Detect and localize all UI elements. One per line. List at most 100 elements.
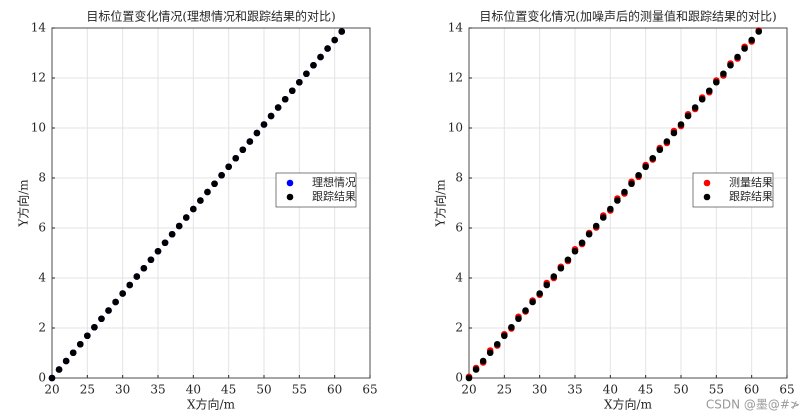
y-axis-label: Y方向/m xyxy=(433,179,448,228)
point xyxy=(670,129,678,137)
y-tick-label: 6 xyxy=(455,221,463,235)
x-axis-label: X方向/m xyxy=(187,397,236,412)
point xyxy=(515,315,522,323)
point xyxy=(48,374,56,382)
x-tick-label: 55 xyxy=(709,383,724,397)
point xyxy=(656,146,664,154)
x-tick-label: 30 xyxy=(115,383,130,397)
x-tick-label: 55 xyxy=(292,383,307,397)
point xyxy=(98,315,105,323)
point xyxy=(493,340,501,348)
point xyxy=(529,298,536,306)
point xyxy=(69,349,77,357)
point xyxy=(324,45,331,52)
x-tick-label: 50 xyxy=(256,383,271,397)
point xyxy=(635,171,642,179)
point xyxy=(182,214,190,221)
chart-title: 目标位置变化情况(加噪声后的测量值和跟踪结果的对比) xyxy=(479,9,776,24)
x-tick-label: 50 xyxy=(673,383,688,397)
legend-label: 跟踪结果 xyxy=(729,189,773,203)
point xyxy=(727,61,734,69)
point xyxy=(260,121,268,128)
point xyxy=(691,104,699,111)
x-tick-label: 20 xyxy=(44,383,59,397)
point xyxy=(317,53,324,61)
point xyxy=(239,146,247,154)
point xyxy=(592,222,600,230)
point xyxy=(154,247,162,255)
point xyxy=(211,180,218,188)
point xyxy=(76,340,84,348)
point xyxy=(225,163,232,171)
point xyxy=(472,366,480,373)
x-tick-label: 60 xyxy=(744,383,759,397)
point xyxy=(126,281,134,289)
y-tick-label: 0 xyxy=(38,371,46,385)
x-tick-label: 35 xyxy=(150,383,165,397)
legend-label: 测量结果 xyxy=(729,176,773,189)
legend-box xyxy=(692,172,774,208)
x-tick-label: 25 xyxy=(497,383,512,397)
y-tick-label: 2 xyxy=(455,321,463,335)
legend-marker xyxy=(703,179,711,187)
point xyxy=(105,307,112,314)
point xyxy=(197,197,204,204)
point xyxy=(112,298,119,306)
point xyxy=(232,154,240,162)
x-tick-label: 35 xyxy=(567,383,582,397)
point xyxy=(684,112,692,120)
y-tick-label: 0 xyxy=(455,371,463,385)
point xyxy=(557,264,565,272)
x-tick-label: 20 xyxy=(461,383,476,397)
point xyxy=(486,349,494,357)
point xyxy=(281,95,289,103)
point xyxy=(274,104,282,111)
point xyxy=(543,281,551,289)
point xyxy=(585,230,593,238)
point xyxy=(479,357,487,365)
y-tick-label: 10 xyxy=(31,121,46,135)
legend-label: 跟踪结果 xyxy=(312,189,356,203)
point xyxy=(628,180,635,188)
point xyxy=(168,230,176,238)
point xyxy=(62,357,70,365)
point xyxy=(190,205,197,213)
point xyxy=(303,70,310,78)
point xyxy=(571,247,579,255)
point xyxy=(642,163,649,171)
point xyxy=(465,374,473,382)
point xyxy=(91,323,98,331)
point xyxy=(536,290,543,297)
point xyxy=(720,70,727,78)
x-tick-label: 65 xyxy=(779,383,794,397)
point xyxy=(698,95,706,103)
point xyxy=(564,256,572,264)
point xyxy=(607,205,614,213)
x-tick-label: 30 xyxy=(532,383,547,397)
x-tick-label: 65 xyxy=(362,383,377,397)
y-tick-label: 4 xyxy=(455,271,463,285)
point xyxy=(705,87,713,95)
point xyxy=(649,154,657,162)
plot-border xyxy=(468,27,788,379)
point xyxy=(246,138,254,145)
point xyxy=(147,256,155,264)
point xyxy=(218,171,225,179)
point xyxy=(734,53,741,61)
legend-label: 理想情况 xyxy=(312,175,356,189)
y-tick-label: 12 xyxy=(31,71,46,85)
point xyxy=(253,129,261,137)
x-tick-label: 40 xyxy=(186,383,201,397)
y-tick-label: 6 xyxy=(38,221,46,235)
plot-border xyxy=(51,27,371,379)
y-axis-label: Y方向/m xyxy=(16,179,31,228)
y-tick-label: 8 xyxy=(38,171,46,185)
legend-marker xyxy=(286,193,294,201)
point xyxy=(338,28,346,35)
point xyxy=(204,188,211,196)
point xyxy=(267,112,275,120)
point xyxy=(288,87,296,95)
point xyxy=(508,323,515,331)
